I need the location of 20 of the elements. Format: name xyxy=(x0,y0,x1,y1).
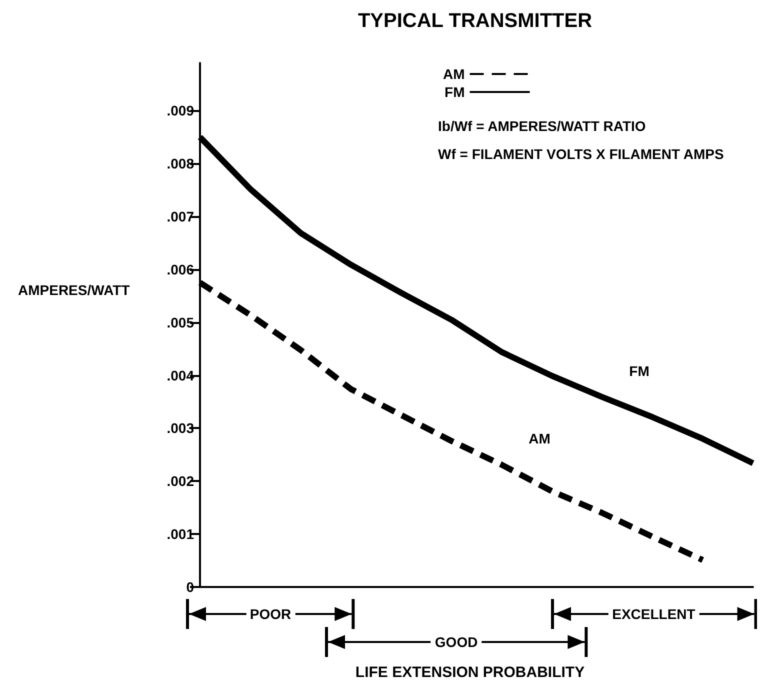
annotation: Wf = FILAMENT VOLTS X FILAMENT AMPS xyxy=(438,146,724,162)
y-axis-title: AMPERES/WATT xyxy=(18,282,130,298)
y-tick-label: .005 xyxy=(166,314,194,330)
chart-title: TYPICAL TRANSMITTER xyxy=(358,10,593,32)
text: GOOD xyxy=(430,633,482,651)
y-tick-label: .006 xyxy=(166,261,194,278)
annotation: Ib/Wf = AMPERES/WATT RATIO xyxy=(438,118,646,134)
y-tick-label: .001 xyxy=(166,526,194,542)
y-tick-label: .004 xyxy=(166,367,194,384)
text: POOR xyxy=(246,605,296,623)
y-tick-label: .003 xyxy=(166,420,194,436)
legend-label: AM xyxy=(442,66,465,82)
y-tick-label: .008 xyxy=(166,156,194,172)
x-axis-title: LIFE EXTENSION PROBABILITY xyxy=(355,664,585,681)
legend-label: FM xyxy=(444,84,465,100)
y-tick-label: .007 xyxy=(166,208,194,224)
text: FM xyxy=(629,362,650,379)
y-tick-label: .002 xyxy=(166,473,194,490)
text: EXCELLENT xyxy=(608,605,700,623)
text: AM xyxy=(528,430,550,447)
